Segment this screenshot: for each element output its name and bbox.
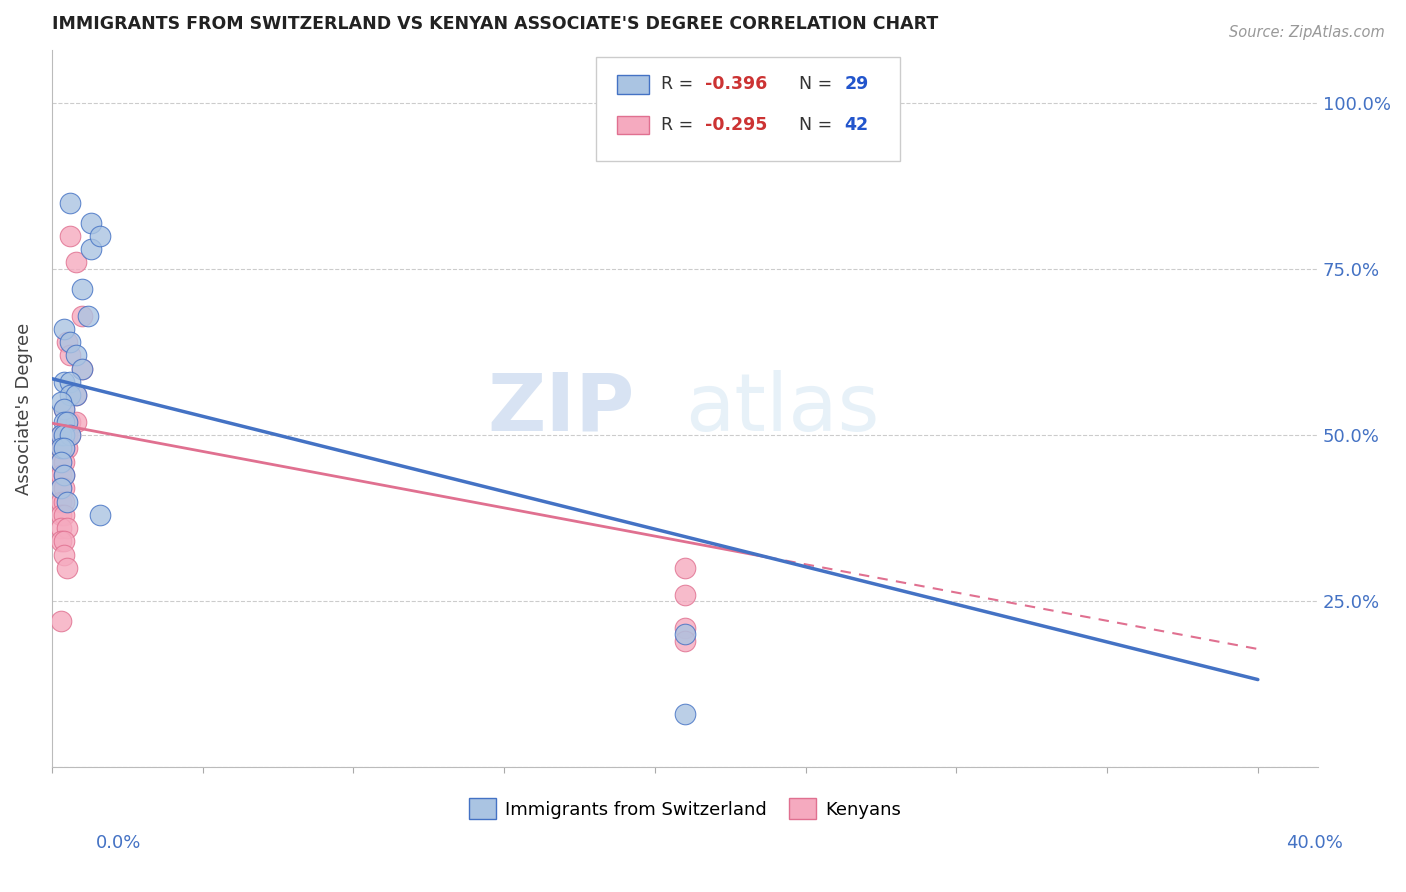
- Point: [49, 455, 72, 469]
- Text: Source: ZipAtlas.com: Source: ZipAtlas.com: [1229, 25, 1385, 40]
- Point: [49, 508, 72, 522]
- Point: [70, 282, 93, 296]
- Point: [52, 442, 75, 456]
- Point: [49, 428, 72, 442]
- Point: [56, 415, 79, 429]
- Point: [49, 481, 72, 495]
- Point: [59, 388, 82, 402]
- Point: [70, 361, 93, 376]
- Point: [65, 388, 87, 402]
- Point: [52, 467, 75, 482]
- Point: [52, 467, 75, 482]
- Point: [673, 621, 696, 635]
- Point: [52, 534, 75, 549]
- Text: 0.0%: 0.0%: [96, 834, 141, 852]
- Point: [59, 228, 82, 243]
- Point: [49, 442, 72, 456]
- Point: [52, 455, 75, 469]
- Text: N =: N =: [787, 75, 837, 94]
- Point: [52, 415, 75, 429]
- Point: [80, 215, 103, 229]
- Point: [673, 627, 696, 641]
- Point: [59, 375, 82, 389]
- Text: R =: R =: [661, 75, 699, 94]
- Point: [56, 335, 79, 350]
- Text: ZIP: ZIP: [486, 369, 634, 448]
- Point: [80, 242, 103, 256]
- Point: [56, 561, 79, 575]
- FancyBboxPatch shape: [617, 75, 650, 94]
- Text: -0.396: -0.396: [706, 75, 768, 94]
- Point: [56, 415, 79, 429]
- Point: [65, 255, 87, 269]
- Point: [70, 309, 93, 323]
- Text: R =: R =: [661, 116, 699, 134]
- Point: [52, 442, 75, 456]
- Point: [59, 195, 82, 210]
- Point: [49, 494, 72, 508]
- Point: [49, 467, 72, 482]
- Legend: Immigrants from Switzerland, Kenyans: Immigrants from Switzerland, Kenyans: [463, 791, 908, 826]
- Text: -0.295: -0.295: [706, 116, 768, 134]
- Text: 29: 29: [845, 75, 869, 94]
- Point: [52, 401, 75, 416]
- Point: [49, 614, 72, 628]
- Point: [56, 442, 79, 456]
- Point: [52, 428, 75, 442]
- Point: [49, 455, 72, 469]
- Point: [49, 428, 72, 442]
- Point: [65, 348, 87, 362]
- Point: [49, 442, 72, 456]
- Point: [89, 508, 111, 522]
- Point: [673, 707, 696, 722]
- Point: [52, 548, 75, 562]
- Point: [89, 228, 111, 243]
- Point: [77, 309, 100, 323]
- Point: [52, 401, 75, 416]
- Point: [59, 428, 82, 442]
- Text: IMMIGRANTS FROM SWITZERLAND VS KENYAN ASSOCIATE'S DEGREE CORRELATION CHART: IMMIGRANTS FROM SWITZERLAND VS KENYAN AS…: [52, 15, 938, 33]
- Point: [52, 481, 75, 495]
- Point: [56, 428, 79, 442]
- Point: [65, 388, 87, 402]
- Point: [673, 588, 696, 602]
- Point: [49, 395, 72, 409]
- Text: 42: 42: [845, 116, 869, 134]
- Point: [65, 415, 87, 429]
- Y-axis label: Associate's Degree: Associate's Degree: [15, 322, 32, 495]
- Point: [52, 375, 75, 389]
- Point: [52, 494, 75, 508]
- Point: [49, 481, 72, 495]
- Point: [59, 348, 82, 362]
- Point: [49, 521, 72, 535]
- Text: 40.0%: 40.0%: [1286, 834, 1343, 852]
- FancyBboxPatch shape: [617, 116, 650, 135]
- Point: [59, 415, 82, 429]
- Point: [673, 561, 696, 575]
- FancyBboxPatch shape: [596, 57, 900, 161]
- Point: [59, 428, 82, 442]
- Point: [52, 428, 75, 442]
- Point: [673, 634, 696, 648]
- Point: [56, 521, 79, 535]
- Point: [59, 335, 82, 350]
- Text: atlas: atlas: [685, 369, 879, 448]
- Point: [70, 361, 93, 376]
- Point: [49, 534, 72, 549]
- Point: [52, 322, 75, 336]
- Point: [52, 508, 75, 522]
- Text: N =: N =: [787, 116, 837, 134]
- Point: [56, 494, 79, 508]
